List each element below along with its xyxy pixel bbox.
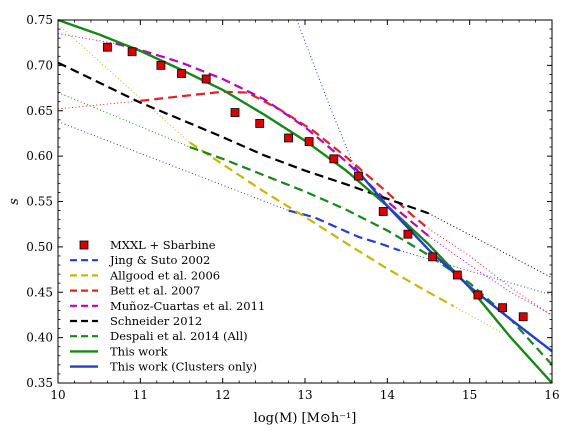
y-tick-label: 0.45 (26, 285, 53, 299)
x-tick-label: 11 (133, 388, 148, 402)
scatter-points (103, 42, 528, 322)
series-line-4 (57, 61, 429, 215)
scatter-point (255, 119, 265, 128)
scatter-point (428, 252, 438, 262)
scatter-point (403, 229, 413, 239)
legend-label: This work (110, 344, 169, 358)
scatter-point (127, 47, 137, 57)
y-tick-label: 0.65 (26, 104, 53, 118)
x-tick-label: 15 (462, 388, 477, 402)
legend-label: Allgood et al. 2006 (109, 268, 220, 282)
scatter-point (156, 60, 166, 70)
scatter-point (177, 69, 186, 78)
scatter-point (498, 303, 508, 313)
y-tick-label: 0.50 (26, 240, 53, 254)
x-tick-label: 16 (544, 388, 559, 402)
legend-label: MXXL + Sbarbine (110, 238, 216, 252)
series-line-1 (189, 141, 454, 307)
scatter-point (103, 42, 112, 52)
y-tick-label: 0.55 (26, 195, 53, 209)
extrapolation-lines (57, 19, 553, 334)
series-line-7 (353, 166, 553, 353)
legend-marker (79, 240, 89, 250)
extrapolation-line-7 (428, 228, 553, 317)
y-tick-label: 0.70 (26, 58, 53, 72)
scatter-point (284, 133, 293, 143)
axis-ticks: 10 11 12 13 14 15 16 0.35 0.40 0.45 0.50 0.55 0.60 0.… (26, 13, 559, 402)
legend-label: This work (Clusters only) (110, 360, 257, 374)
scatter-point (201, 74, 211, 84)
scatter-point (230, 108, 240, 117)
extrapolation-line-8 (428, 235, 553, 316)
y-tick-label: 0.40 (26, 331, 53, 345)
scatter-point (304, 137, 314, 147)
legend-label: Despali et al. 2014 (All) (110, 329, 248, 343)
scatter-point (452, 270, 462, 280)
legend-label: Jing & Suto 2002 (109, 253, 210, 267)
y-tick-label: 0.60 (26, 149, 53, 163)
series-line-5 (189, 145, 553, 366)
extrapolation-line-9 (428, 212, 553, 279)
y-tick-label: 0.35 (26, 376, 53, 390)
y-tick-label: 0.75 (26, 13, 53, 27)
legend-label: Bett et al. 2007 (110, 284, 200, 298)
x-tick-label: 14 (380, 388, 396, 402)
extrapolation-line-1 (57, 24, 191, 143)
x-axis-label: log(M) [M⊙h⁻¹] (254, 411, 357, 426)
extrapolation-line-6 (452, 305, 503, 334)
series-lines (57, 18, 553, 384)
y-axis-label: s (7, 198, 22, 205)
x-tick-label: 10 (50, 388, 65, 402)
legend-label: Muñoz-Cuartas et al. 2011 (110, 299, 265, 313)
scatter-point (329, 154, 339, 164)
x-tick-label: 12 (215, 388, 230, 402)
scatter-point (518, 312, 528, 322)
legend-label: Schneider 2012 (110, 314, 202, 328)
scatter-point (354, 171, 363, 181)
scatter-point (473, 290, 483, 300)
x-tick-label: 13 (297, 388, 312, 402)
series-line-0 (288, 209, 401, 252)
scatter-point (378, 207, 388, 216)
